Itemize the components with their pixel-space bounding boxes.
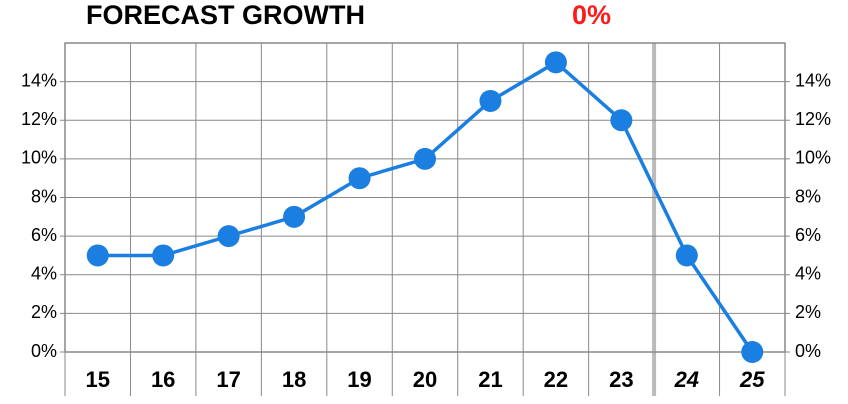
data-point (283, 205, 306, 228)
data-point (741, 341, 764, 363)
data-point (217, 225, 240, 248)
x-tick-label: 19 (347, 367, 371, 392)
y2-tick-label: 10% (795, 148, 831, 168)
y-tick-label: 2% (31, 302, 57, 322)
y2-tick-label: 8% (795, 186, 821, 206)
y2-tick-label: 12% (795, 109, 831, 129)
y2-tick-label: 0% (795, 341, 821, 361)
x-tick-label: 17 (216, 367, 240, 392)
title-value: 0% (572, 0, 611, 30)
y-tick-label: 12% (21, 109, 57, 129)
x-tick-label: 16 (151, 367, 175, 392)
y-tick-label: 8% (31, 186, 57, 206)
y-tick-label: 0% (31, 341, 57, 361)
data-point (86, 244, 109, 267)
y-tick-label: 6% (31, 225, 57, 245)
data-point (675, 244, 698, 267)
y-tick-label: 4% (31, 264, 57, 284)
y-tick-label: 14% (21, 70, 57, 90)
plot-frame (64, 42, 786, 353)
x-tick-label: 21 (478, 367, 502, 392)
y-tick-label: 10% (21, 148, 57, 168)
x-tick-label: 23 (609, 367, 633, 392)
x-tick-label: 22 (544, 367, 568, 392)
x-tick-label: 18 (282, 367, 306, 392)
x-tick-label: 20 (413, 367, 437, 392)
y2-tick-label: 14% (795, 70, 831, 90)
x-tick-label: 15 (85, 367, 109, 392)
data-point (152, 244, 175, 267)
data-point (348, 167, 371, 190)
x-tick-label: 25 (739, 367, 765, 392)
x-tick-label: 24 (674, 367, 699, 392)
data-point (414, 147, 436, 170)
data-point (544, 51, 567, 74)
chart-title: FORECAST GROWTH (86, 0, 365, 30)
data-point (610, 109, 633, 132)
y2-tick-label: 4% (795, 264, 821, 284)
data-point (479, 89, 502, 112)
y2-tick-label: 6% (795, 225, 821, 245)
y2-tick-label: 2% (795, 302, 821, 322)
